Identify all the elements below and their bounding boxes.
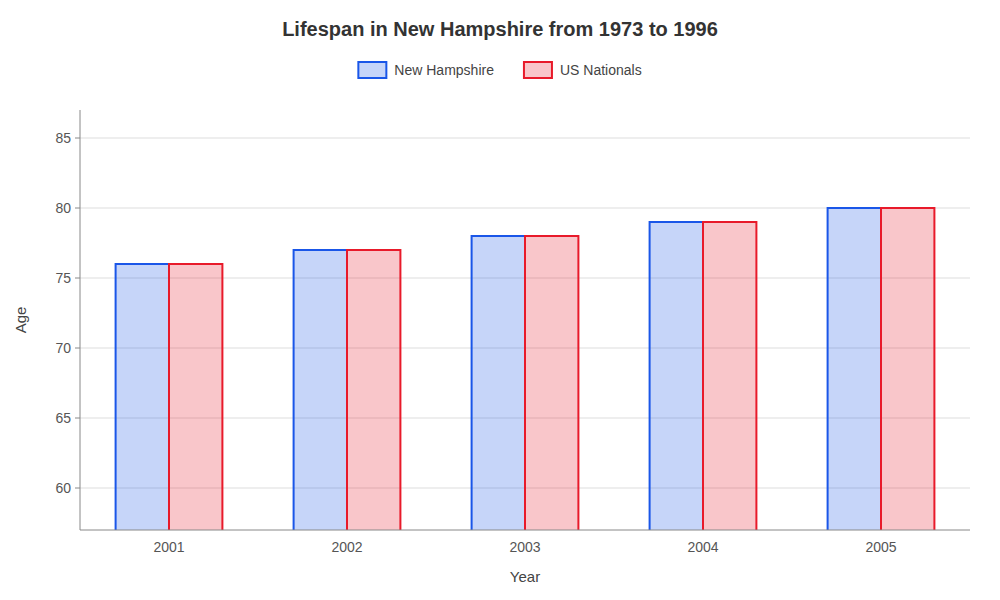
legend-swatch [358, 62, 386, 78]
bar [116, 264, 169, 530]
x-tick-label: 2003 [509, 539, 540, 555]
bar [525, 236, 578, 530]
y-tick-label: 85 [55, 130, 71, 146]
legend-label: New Hampshire [394, 62, 494, 78]
chart-container: Lifespan in New Hampshire from 1973 to 1… [0, 0, 1000, 600]
bar [472, 236, 525, 530]
bar [347, 250, 400, 530]
bar [294, 250, 347, 530]
legend-swatch [524, 62, 552, 78]
legend-item: US Nationals [524, 62, 642, 78]
y-tick-label: 70 [55, 340, 71, 356]
y-axis-line [80, 110, 81, 530]
bar [169, 264, 222, 530]
grid-line [80, 138, 970, 139]
y-tick [75, 208, 80, 209]
x-tick-label: 2002 [331, 539, 362, 555]
x-tick-label: 2001 [153, 539, 184, 555]
y-tick [75, 348, 80, 349]
legend: New Hampshire US Nationals [358, 62, 641, 78]
title: Lifespan in New Hampshire from 1973 to 1… [282, 18, 718, 40]
x-axis-line [80, 530, 970, 531]
bars [116, 208, 935, 530]
y-axis-label: Age [12, 307, 29, 334]
y-tick-label: 65 [55, 410, 71, 426]
legend-label: US Nationals [560, 62, 642, 78]
bar [881, 208, 934, 530]
y-tick [75, 278, 80, 279]
x-tick-label: 2005 [865, 539, 896, 555]
y-tick-label: 60 [55, 480, 71, 496]
legend-item: New Hampshire [358, 62, 494, 78]
bar [703, 222, 756, 530]
bar [828, 208, 881, 530]
y-tick-label: 80 [55, 200, 71, 216]
bar [650, 222, 703, 530]
y-tick [75, 138, 80, 139]
chart-svg: Lifespan in New Hampshire from 1973 to 1… [0, 0, 1000, 600]
x-axis-label: Year [510, 568, 540, 585]
y-tick [75, 418, 80, 419]
y-tick-label: 75 [55, 270, 71, 286]
y-tick [75, 488, 80, 489]
x-tick-label: 2004 [687, 539, 718, 555]
